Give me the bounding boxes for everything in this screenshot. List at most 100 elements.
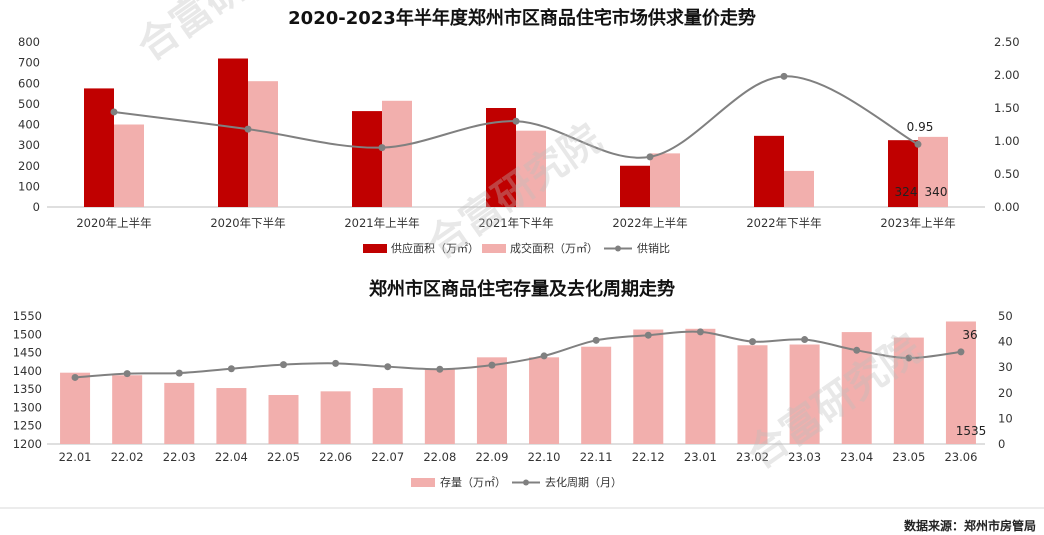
- chart2-cycle-point: [540, 352, 548, 360]
- chart1-ytick-right: 1.00: [994, 134, 1020, 148]
- chart2-xtick: 23.03: [788, 450, 821, 464]
- legend-deal-label: 成交面积（万㎡）: [510, 241, 598, 255]
- chart2-cycle-line: [74, 330, 962, 379]
- chart2-ytick-left: 1350: [13, 382, 42, 396]
- chart2-xtick: 22.12: [632, 450, 665, 464]
- chart1-ratio-point: [780, 72, 788, 80]
- chart1-ytick-right: 1.50: [994, 101, 1020, 115]
- chart2-bar-stock: [945, 321, 976, 444]
- chart2-ytick-left: 1250: [13, 419, 42, 433]
- chart1-ratio-point: [914, 140, 922, 148]
- chart1-ytick-left: 0: [33, 200, 40, 214]
- chart2-bar-stock: [164, 382, 195, 444]
- chart1-xtick: 2020年上半年: [76, 216, 151, 230]
- chart2-bar-stock: [424, 368, 455, 444]
- chart1-ytick-left: 700: [18, 56, 40, 70]
- chart2-ytick-left: 1300: [13, 400, 42, 414]
- chart1-ytick-right: 0.50: [994, 167, 1020, 181]
- chart2-bar-stock: [60, 372, 91, 444]
- chart1-bar-deal: [114, 124, 144, 207]
- chart2-ytick-left: 1450: [13, 346, 42, 360]
- chart2-bar-stock: [112, 375, 143, 444]
- chart2-cycle-point: [749, 338, 756, 346]
- chart2-ytick-left: 1400: [13, 364, 42, 378]
- chart2-xtick: 22.04: [215, 450, 248, 464]
- chart1-xtick: 2020年下半年: [210, 216, 285, 230]
- chart1-ytick-right: 0.00: [994, 200, 1020, 214]
- chart1-bar-deal: [650, 153, 680, 207]
- chart2-xtick: 22.08: [423, 450, 456, 464]
- chart2-cycle-point: [957, 348, 965, 356]
- chart2-xtick: 23.04: [840, 450, 873, 464]
- chart2-bar-stock: [685, 328, 716, 444]
- chart2-ytick-right: 50: [998, 309, 1013, 323]
- chart1-ytick-left: 200: [18, 159, 40, 173]
- chart2-xtick: 22.02: [111, 450, 144, 464]
- chart2-label-cycle-last: 36: [962, 328, 977, 342]
- chart1-ratio-point: [378, 144, 386, 152]
- chart1-bar-supply: [754, 135, 784, 207]
- chart1-bar-supply: [888, 140, 918, 207]
- chart2-cycle-point: [905, 354, 913, 362]
- chart2-cycle-point: [801, 336, 809, 344]
- chart1-ytick-left: 600: [18, 76, 40, 90]
- chart1-ratio-point: [244, 125, 252, 133]
- chart1-ytick-left: 400: [18, 118, 40, 132]
- chart1-title: 2020-2023年半年度郑州市区商品住宅市场供求量价走势: [288, 7, 756, 29]
- chart1-ratio-point: [512, 117, 520, 125]
- chart2-legend: 存量（万㎡） 去化周期（月）: [411, 475, 622, 489]
- chart1-bar-deal: [784, 170, 814, 207]
- chart2-cycle-point: [592, 336, 600, 344]
- chart2-cycle-point: [436, 365, 444, 373]
- chart2-ytick-right: 20: [998, 386, 1013, 400]
- source-text: 数据来源：郑州市房管局: [904, 518, 1036, 533]
- chart1-ytick-right: 2.00: [994, 68, 1020, 82]
- chart2-bar-stock: [737, 345, 768, 444]
- chart2-cycle-point: [227, 365, 235, 373]
- chart1-bar-supply: [218, 58, 248, 207]
- chart2-cycle-point: [280, 361, 287, 369]
- legend-supply-label: 供应面积（万㎡）: [391, 241, 479, 255]
- chart2-bar-stock: [476, 357, 507, 444]
- chart2-cycle-point: [488, 361, 496, 369]
- chart2-xtick: 22.05: [267, 450, 300, 464]
- chart2-cycle-point: [384, 363, 392, 371]
- chart1-bar-supply: [620, 165, 650, 207]
- chart1-ytick-left: 300: [18, 138, 40, 152]
- chart1-ytick-left: 500: [18, 97, 40, 111]
- chart2-ytick-right: 30: [998, 360, 1013, 374]
- chart1-bar-supply: [486, 108, 516, 207]
- chart2-cycle-point: [696, 328, 704, 336]
- chart2-bar-stock: [268, 394, 299, 444]
- legend-ratio-marker: [615, 245, 621, 252]
- chart2-xtick: 23.01: [684, 450, 717, 464]
- chart2-title: 郑州市区商品住宅存量及去化周期走势: [369, 278, 675, 300]
- chart1-bar-deal: [516, 130, 546, 207]
- chart2-bar-stock: [216, 388, 247, 444]
- chart2-cycle-point: [71, 373, 79, 381]
- chart1-bar-supply: [352, 111, 382, 207]
- legend-stock-swatch: [411, 478, 435, 487]
- chart1-xtick: 2022年下半年: [746, 216, 821, 230]
- chart2-ytick-right: 10: [998, 411, 1013, 425]
- chart2-ytick-right: 40: [998, 335, 1013, 349]
- chart2-xtick: 22.10: [528, 450, 561, 464]
- chart2-xtick: 22.03: [163, 450, 196, 464]
- chart1-label-supply-last: 324: [895, 185, 918, 199]
- chart2-label-stock-last: 1535: [956, 424, 987, 438]
- chart1-legend: 供应面积（万㎡） 成交面积（万㎡） 供销比: [363, 241, 670, 255]
- chart1-bar-deal: [918, 136, 948, 207]
- chart1-bar-supply: [84, 88, 114, 207]
- chart1-ytick-left: 800: [18, 35, 40, 49]
- chart2-bar-stock: [372, 388, 403, 444]
- chart2-xtick: 22.01: [59, 450, 92, 464]
- legend-cycle-marker: [523, 479, 529, 486]
- chart2-cycle-point: [644, 331, 652, 339]
- chart1-xtick: 2021年下半年: [478, 216, 553, 230]
- legend-stock-label: 存量（万㎡）: [440, 475, 506, 489]
- chart1-xtick: 2022年上半年: [612, 216, 687, 230]
- chart2-xtick: 23.06: [944, 450, 977, 464]
- chart1-label-deal-last: 340: [925, 185, 948, 199]
- chart1-ytick-left: 100: [18, 179, 40, 193]
